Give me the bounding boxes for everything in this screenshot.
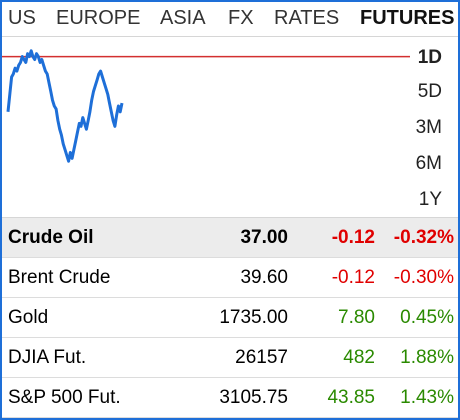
instrument-name: DJIA Fut. — [8, 347, 87, 368]
percent-change: 1.88% — [400, 347, 454, 368]
quote-row-sp500-fut[interactable]: S&P 500 Fut. 3105.75 43.85 1.43% — [2, 378, 458, 418]
quote-row-brent-crude[interactable]: Brent Crude 39.60 -0.12 -0.30% — [2, 258, 458, 298]
tab-futures[interactable]: FUTURES — [360, 7, 455, 29]
last-price: 26157 — [235, 347, 288, 368]
quote-row-gold[interactable]: Gold 1735.00 7.80 0.45% — [2, 298, 458, 338]
net-change: -0.12 — [331, 267, 375, 288]
range-1d[interactable]: 1D — [417, 47, 442, 68]
tab-rates[interactable]: RATES — [274, 7, 340, 29]
percent-change: -0.30% — [393, 267, 454, 288]
last-price: 1735.00 — [219, 307, 288, 328]
instrument-name: Crude Oil — [8, 227, 94, 248]
percent-change: 0.45% — [400, 307, 454, 328]
tab-europe[interactable]: EUROPE — [56, 7, 141, 29]
range-5d[interactable]: 5D — [417, 81, 442, 102]
last-price: 37.00 — [240, 227, 288, 248]
net-change: -0.12 — [331, 227, 375, 248]
tab-fx[interactable]: FX — [228, 7, 254, 29]
quote-row-djia-fut[interactable]: DJIA Fut. 26157 482 1.88% — [2, 338, 458, 378]
range-1y[interactable]: 1Y — [418, 189, 442, 210]
tab-asia[interactable]: ASIA — [160, 7, 206, 29]
net-change: 482 — [343, 347, 375, 368]
percent-change: -0.32% — [393, 227, 454, 248]
last-price: 3105.75 — [219, 387, 288, 408]
chart-area: 1D 5D 3M 6M 1Y — [2, 37, 458, 218]
quote-table: Crude Oil 37.00 -0.12 -0.32% Brent Crude… — [2, 218, 458, 418]
range-3m[interactable]: 3M — [415, 117, 442, 138]
tab-us[interactable]: US — [8, 7, 36, 29]
instrument-name: Gold — [8, 307, 49, 328]
market-tabs: US EUROPE ASIA FX RATES FUTURES — [2, 2, 458, 37]
net-change: 43.85 — [327, 387, 375, 408]
last-price: 39.60 — [240, 267, 288, 288]
instrument-name: S&P 500 Fut. — [8, 387, 121, 408]
intraday-chart — [2, 49, 410, 163]
net-change: 7.80 — [338, 307, 375, 328]
quote-row-crude-oil[interactable]: Crude Oil 37.00 -0.12 -0.32% — [2, 218, 458, 258]
percent-change: 1.43% — [400, 387, 454, 408]
range-6m[interactable]: 6M — [415, 153, 442, 174]
instrument-name: Brent Crude — [8, 267, 111, 288]
price-line — [6, 49, 124, 163]
